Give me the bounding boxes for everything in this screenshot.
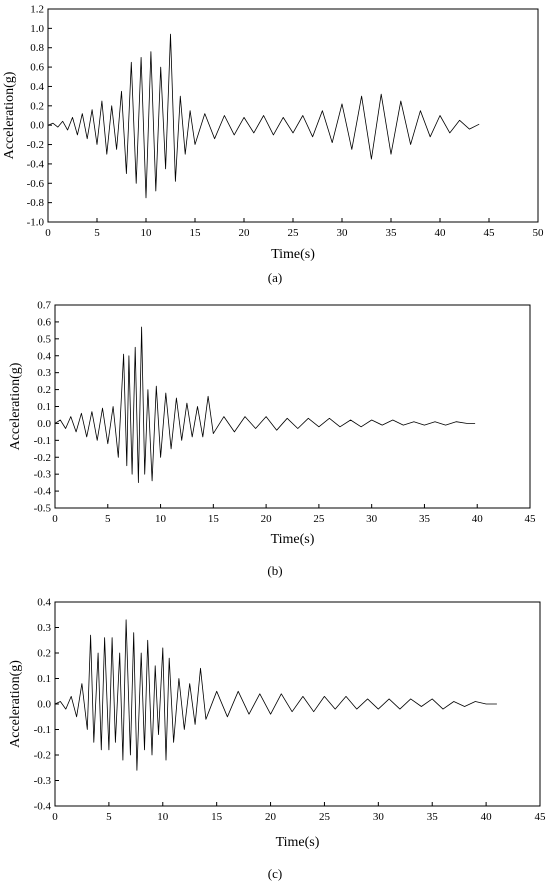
y-tick-label: -0.2 [34, 452, 51, 464]
x-tick-label: 10 [141, 227, 153, 239]
x-tick-label: 35 [386, 227, 398, 239]
chart-panel-b: 0 5 10 15 20 25 30 35 40 45 -0.5 -0.4 -0.3 -0.2 -0.1 0.… [0, 295, 550, 553]
y-tick-label: 1.2 [30, 4, 44, 16]
x-tick-label: 5 [105, 513, 111, 525]
acceleration-series-line [47, 33, 480, 199]
y-tick-label: -1.0 [27, 217, 45, 229]
x-tick-label: 25 [319, 811, 331, 823]
x-tick-label: 45 [525, 513, 537, 525]
y-tick-label: 0.5 [37, 333, 51, 345]
x-tick-label: 40 [481, 811, 493, 823]
y-tick-label: 0.1 [37, 401, 51, 413]
x-tick-label: 5 [94, 227, 100, 239]
x-tick-label: 40 [435, 227, 447, 239]
x-tick-label: 40 [472, 513, 484, 525]
y-tick-label: 0.3 [37, 367, 51, 379]
acceleration-chart-b: 0 5 10 15 20 25 30 35 40 45 -0.5 -0.4 -0.3 -0.2 -0.1 0.… [8, 300, 537, 548]
y-tick-label: 0.3 [37, 622, 51, 634]
panel-label-c: (c) [267, 866, 283, 881]
y-tick-label: -0.1 [34, 724, 51, 736]
x-tick-label: 35 [419, 513, 431, 525]
x-tick-label: 50 [533, 227, 545, 239]
y-tick-label: -0.5 [34, 503, 52, 515]
x-tick-label: 25 [313, 513, 325, 525]
panel-label-a: (a) [267, 270, 283, 285]
y-tick-label: -0.4 [34, 486, 52, 498]
x-tick-label: 30 [373, 811, 385, 823]
y-tick-label: -0.4 [34, 801, 52, 813]
x-tick-label: 15 [190, 227, 202, 239]
y-tick-label: -0.2 [27, 139, 44, 151]
y-tick-label: 0.2 [37, 384, 51, 396]
acceleration-series-line [54, 619, 497, 771]
x-tick-label: 30 [337, 227, 349, 239]
y-tick-label: -0.3 [34, 469, 52, 481]
x-tick-label: 20 [261, 513, 273, 525]
y-tick-label: -0.3 [34, 775, 52, 787]
x-tick-label: 45 [484, 227, 496, 239]
y-tick-label: 0.4 [30, 81, 44, 93]
x-axis-title: Time(s) [271, 532, 315, 547]
plot-frame [54, 304, 531, 509]
acceleration-series-line [54, 326, 476, 484]
x-tick-label: 20 [265, 811, 277, 823]
y-tick-label: 0.2 [37, 648, 51, 660]
x-tick-label: 15 [208, 513, 220, 525]
y-tick-label: 0.6 [30, 62, 44, 74]
x-tick-label: 0 [52, 811, 58, 823]
x-tick-label: 10 [155, 513, 167, 525]
y-axis-title: Acceleration(g) [2, 71, 17, 159]
y-tick-label: 0.0 [30, 120, 44, 132]
y-tick-label: 0.4 [37, 350, 51, 362]
x-tick-label: 0 [45, 227, 51, 239]
panel-label-b: (b) [267, 563, 283, 578]
x-tick-label: 45 [535, 811, 547, 823]
chart-panel-a: 0 5 10 15 20 25 30 35 40 45 50 -1.0 -0.8 -0.6 -0.4 -0.2… [0, 0, 550, 268]
x-tick-label: 5 [106, 811, 112, 823]
y-tick-label: -0.8 [27, 197, 45, 209]
x-tick-label: 10 [157, 811, 169, 823]
y-tick-label: 0.8 [30, 42, 44, 54]
x-tick-label: 30 [366, 513, 378, 525]
y-tick-label: 0.2 [30, 100, 44, 112]
y-tick-label: -0.4 [27, 158, 45, 170]
chart-panel-c: 0 5 10 15 20 25 30 35 40 45 -0.4 -0.3 -0.2 -0.1 0.0 0.1… [0, 588, 550, 856]
x-tick-label: 25 [288, 227, 300, 239]
y-tick-label: 0.4 [37, 597, 51, 609]
y-axis-title: Acceleration(g) [8, 362, 23, 450]
x-axis-title: Time(s) [276, 835, 320, 850]
y-tick-label: 0.7 [37, 300, 51, 312]
acceleration-chart-a: 0 5 10 15 20 25 30 35 40 45 50 -1.0 -0.8 -0.6 -0.4 -0.2… [2, 4, 545, 263]
plot-frame [47, 8, 539, 223]
y-tick-label: -0.6 [27, 178, 45, 190]
y-tick-label: 0.6 [37, 316, 51, 328]
x-tick-label: 15 [211, 811, 223, 823]
y-tick-label: -0.2 [34, 750, 51, 762]
y-axis-title: Acceleration(g) [8, 660, 23, 748]
x-axis-title: Time(s) [271, 247, 315, 262]
x-tick-label: 0 [52, 513, 58, 525]
y-tick-label: 0.0 [37, 699, 51, 711]
y-tick-label: 0.1 [37, 673, 51, 685]
acceleration-chart-c: 0 5 10 15 20 25 30 35 40 45 -0.4 -0.3 -0.2 -0.1 0.0 0.1… [8, 597, 547, 851]
x-tick-label: 20 [239, 227, 251, 239]
y-tick-label: 0.0 [37, 418, 51, 430]
x-tick-label: 35 [427, 811, 439, 823]
y-tick-label: 1.0 [30, 23, 44, 35]
y-tick-label: -0.1 [34, 435, 51, 447]
